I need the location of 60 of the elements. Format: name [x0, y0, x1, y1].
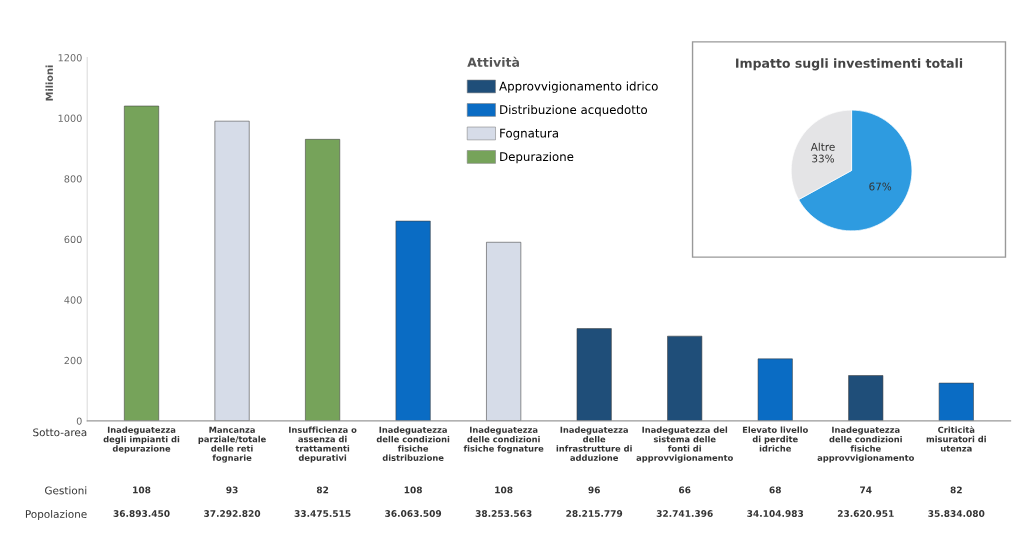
legend-label: Distribuzione acquedotto: [500, 104, 648, 117]
y-tick-label: 200: [64, 356, 82, 365]
x-tick-label: Inadeguatezza del sistema delle fonti di approvvigionamento: [636, 426, 733, 463]
x-tick-label: Inadeguatezza delle condizioni fisiche distribuzione: [376, 426, 450, 461]
bar: [938, 382, 974, 421]
text: 37.292.820: [204, 510, 261, 517]
text: 108: [404, 486, 422, 494]
y-tick-label: 800: [64, 175, 82, 183]
bar: [848, 375, 884, 421]
data-label: 33%: [812, 154, 834, 163]
bar: [486, 242, 522, 421]
x-tick-label: Criticità misuratori di utenza: [926, 426, 986, 452]
text: 35.834.080: [928, 510, 985, 517]
bar: [124, 105, 160, 421]
text: 96: [588, 486, 600, 494]
bar: [395, 220, 431, 421]
text: 108: [495, 486, 513, 494]
text: 28.215.779: [566, 510, 623, 517]
y-tick-label: 1200: [58, 54, 82, 62]
bar: [305, 139, 341, 421]
text: Popolazione: [25, 509, 87, 521]
x-tick-label: Inadeguatezza delle condizioni fisiche approvvigionamento: [817, 426, 914, 463]
slice-label: Altre: [810, 142, 835, 151]
text: 34.104.983: [747, 510, 804, 517]
text: 68: [769, 486, 781, 494]
text: 74: [860, 486, 872, 494]
y-axis-title: Milioni: [45, 65, 54, 101]
data-label: 67%: [869, 182, 892, 191]
x-tick-label: Insufficienza o assenza di trattamenti depurativi: [289, 426, 357, 463]
legend-label: Depurazione: [500, 151, 574, 164]
bar: [757, 358, 793, 421]
x-tick-label: Inadeguatezza degli impianti di depurazione: [103, 426, 180, 454]
text: 38.253.563: [475, 510, 532, 517]
bar: [214, 120, 250, 421]
text: 36.063.509: [385, 510, 442, 517]
text: Sotto-area: [33, 428, 87, 437]
text: 93: [226, 486, 238, 494]
x-tick-label: Mancanza parziale/totale delle reti fognarie: [198, 426, 266, 463]
text: Gestioni: [45, 486, 87, 495]
y-tick-label: 0: [76, 417, 82, 425]
bar: [667, 335, 703, 421]
text: 32.741.396: [656, 510, 713, 517]
text: 23.620.951: [837, 510, 894, 517]
legend-label: Approvvigionamento idrico: [499, 81, 658, 93]
x-tick-label: Inadeguatezza delle condizioni fisiche fognature: [463, 426, 544, 454]
text: 82: [316, 486, 329, 494]
y-tick-label: 1000: [58, 114, 82, 122]
y-tick-label: 400: [64, 296, 82, 304]
text: 108: [133, 486, 151, 494]
text: 33.475.515: [294, 510, 351, 517]
text: 66: [678, 486, 691, 494]
bar: [576, 328, 612, 421]
x-tick-label: Inadeguatezza delle infrastrutture di adduzione: [556, 426, 632, 461]
x-tick-label: Elevato livello di perdite idriche: [742, 426, 808, 452]
legend-label: Fognatura: [500, 128, 558, 140]
chart-title: Impatto sugli investimenti totali: [736, 58, 963, 71]
y-tick-label: 600: [64, 235, 82, 244]
text: 36.893.450: [113, 510, 170, 517]
text: 82: [950, 486, 962, 494]
legend-title: Attività: [467, 56, 519, 67]
